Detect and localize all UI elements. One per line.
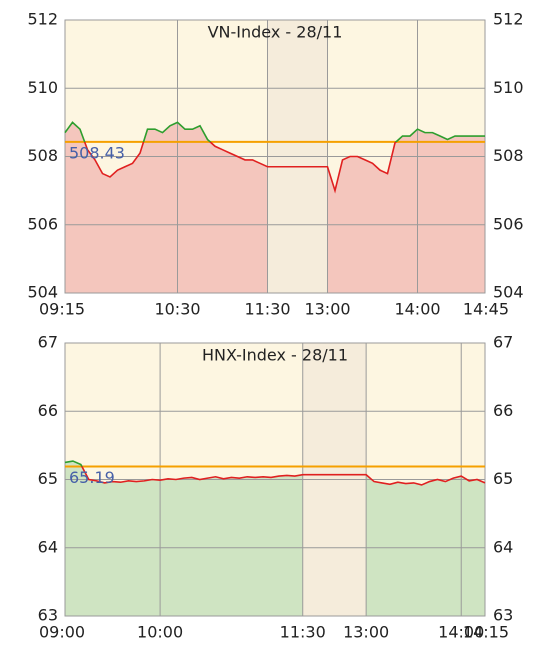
- x-tick-label: 14:15: [463, 623, 509, 642]
- chart-title: VN-Index - 28/11: [208, 23, 343, 42]
- x-tick-label: 09:15: [39, 300, 85, 319]
- y2-tick-label: 63: [493, 606, 513, 625]
- y-tick-label: 67: [38, 333, 58, 352]
- y-tick-label: 66: [38, 401, 58, 420]
- plot-frame: [64, 342, 486, 617]
- x-tick-label: 11:30: [244, 300, 290, 319]
- chart-title: HNX-Index - 28/11: [202, 346, 348, 365]
- price-line: [64, 121, 485, 194]
- x-tick-label: 10:00: [137, 623, 183, 642]
- y2-tick-label: 66: [493, 401, 513, 420]
- area-fill: [327, 129, 485, 293]
- chart-panel: 508.43 VN-Index - 28/11 504 504 506 506 508 508…: [27, 10, 523, 319]
- y2-tick-label: 64: [493, 537, 513, 556]
- x-tick-label: 09:00: [39, 623, 85, 642]
- x-tick-label: 14:45: [463, 300, 509, 319]
- y-tick-label: 512: [27, 10, 58, 29]
- y-tick-label: 506: [27, 214, 58, 233]
- x-tick-label: 14:00: [394, 300, 440, 319]
- x-tick-label: 13:00: [304, 300, 350, 319]
- y2-tick-label: 504: [493, 283, 524, 302]
- y2-tick-label: 510: [493, 78, 524, 97]
- y2-tick-label: 508: [493, 146, 524, 165]
- reference-label: 508.43: [69, 143, 125, 162]
- y2-tick-label: 67: [493, 333, 513, 352]
- area-fill: [65, 122, 268, 293]
- y-tick-label: 64: [38, 537, 58, 556]
- y2-tick-label: 65: [493, 469, 513, 488]
- y-tick-label: 508: [27, 146, 58, 165]
- y2-tick-label: 506: [493, 214, 524, 233]
- y-tick-label: 510: [27, 78, 58, 97]
- x-tick-label: 10:30: [154, 300, 200, 319]
- x-tick-label: 13:00: [343, 623, 389, 642]
- chart-panel: 65.19 HNX-Index - 28/11 63 63 64 64 65 65 66 66 67…: [38, 333, 514, 642]
- y-tick-label: 65: [38, 469, 58, 488]
- plot-frame: [64, 19, 486, 294]
- reference-label: 65.19: [69, 468, 115, 487]
- area-fill: [65, 461, 303, 616]
- x-tick-label: 14:00: [438, 623, 484, 642]
- price-line: [64, 460, 486, 486]
- y-tick-label: 504: [27, 283, 58, 302]
- y2-tick-label: 512: [493, 10, 524, 29]
- area-fill: [366, 474, 485, 616]
- x-tick-label: 11:30: [280, 623, 326, 642]
- y-tick-label: 63: [38, 606, 58, 625]
